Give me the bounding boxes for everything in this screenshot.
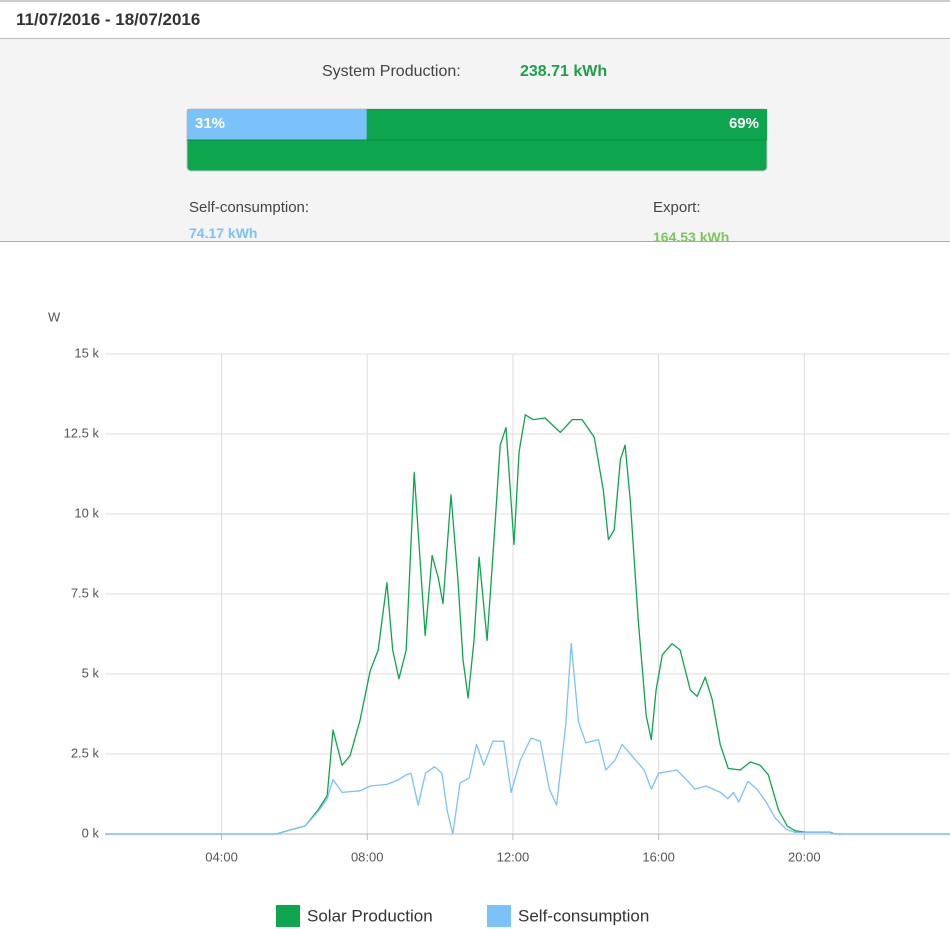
- y-tick-label: 2.5 k: [71, 745, 100, 760]
- legend-swatch: [487, 905, 511, 927]
- production-label: System Production:: [322, 63, 461, 80]
- legend-swatch: [276, 905, 300, 927]
- split-label: 69%: [729, 115, 759, 132]
- header: 11/07/2016 - 18/07/2016: [0, 0, 950, 39]
- x-tick-label: 08:00: [351, 849, 384, 864]
- x-tick-label: 12:00: [497, 849, 530, 864]
- self-consumption-label: Self-consumption:: [189, 199, 310, 216]
- production-value: 238.71 kWh: [520, 63, 608, 80]
- legend-label: Solar Production: [307, 906, 433, 925]
- x-tick-label: 04:00: [205, 849, 238, 864]
- legend-label: Self-consumption: [518, 906, 649, 925]
- x-tick-label: 16:00: [642, 849, 675, 864]
- y-axis-label: W: [48, 309, 61, 324]
- series-line: [105, 414, 950, 835]
- y-tick-label: 15 k: [74, 345, 99, 360]
- y-tick-label: 5 k: [82, 665, 100, 680]
- summary-panel: System Production: 238.71 kWh 31% 69% Sel…: [0, 39, 950, 245]
- series-line: [105, 642, 950, 835]
- y-tick-label: 12.5 k: [64, 425, 100, 440]
- date-range: 11/07/2016 - 18/07/2016: [16, 10, 201, 29]
- y-tick-label: 10 k: [74, 505, 99, 520]
- export-label: Export:: [653, 199, 701, 216]
- split-segment: [366, 109, 767, 140]
- self-consumption-value: 74.17 kWh: [189, 225, 258, 241]
- export-value: 164.53 kWh: [653, 229, 730, 245]
- split-bar: 31% 69%: [186, 108, 768, 172]
- split-segment: [187, 109, 367, 140]
- y-tick-label: 7.5 k: [71, 585, 100, 600]
- y-tick-label: 0 k: [82, 825, 100, 840]
- x-tick-label: 20:00: [788, 849, 821, 864]
- split-label: 31%: [195, 115, 225, 132]
